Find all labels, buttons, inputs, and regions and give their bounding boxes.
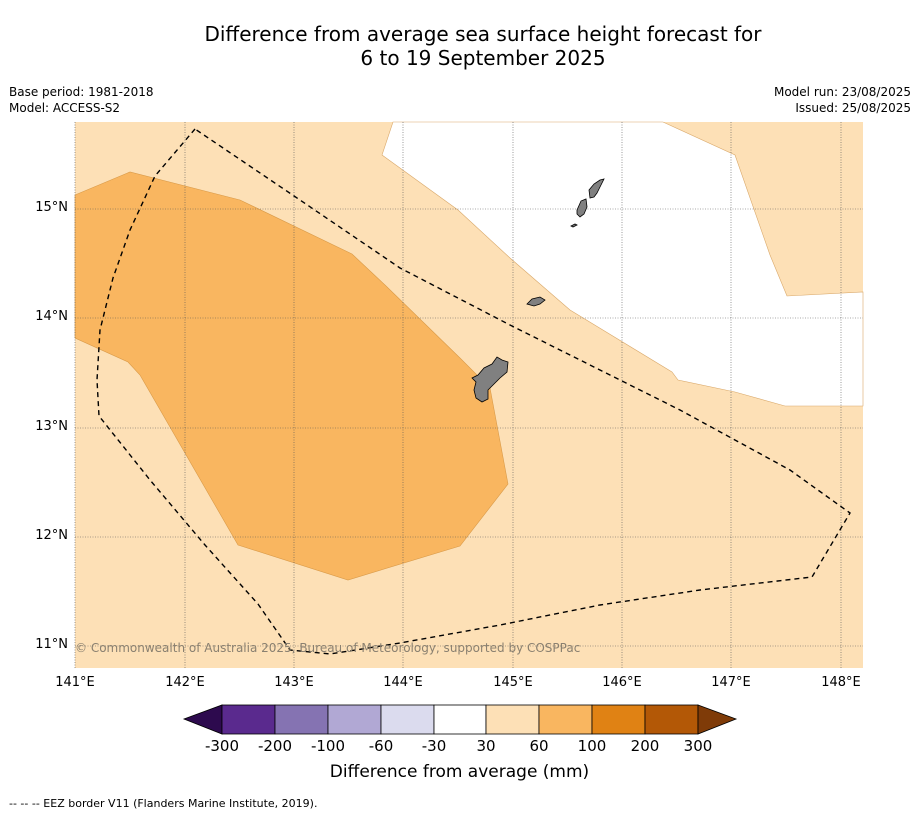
lat-label-11n: 11°N <box>35 637 68 652</box>
title-line-1: Difference from average sea surface heig… <box>204 22 762 46</box>
colorbar-label: 100 <box>577 737 607 755</box>
eez-border <box>96 128 851 655</box>
eez-legend-note: -- -- -- EEZ border V11 (Flanders Marine… <box>9 797 318 810</box>
lon-label-142e: 142°E <box>165 675 205 690</box>
colorbar-swatch <box>538 704 593 735</box>
colorbar-swatch <box>380 704 435 735</box>
colorbar-label: -300 <box>204 737 240 755</box>
colorbar-extend-high <box>697 704 738 735</box>
lon-label-146e: 146°E <box>602 675 642 690</box>
colorbar-label: 200 <box>630 737 660 755</box>
gridlines <box>74 122 863 668</box>
neutral-region <box>381 121 864 407</box>
colorbar-swatch <box>433 704 487 735</box>
saipan-island <box>588 178 605 199</box>
copyright-notice: © Commonwealth of Australia 2025, Bureau… <box>75 641 581 655</box>
tinian-island <box>576 198 588 218</box>
land-islands <box>471 178 605 403</box>
meta-right: Model run: 23/08/2025 Issued: 25/08/2025 <box>774 84 911 116</box>
aguijan-island <box>570 223 578 228</box>
colorbar-label: 300 <box>683 737 713 755</box>
colorbar <box>182 704 738 735</box>
lat-label-12n: 12°N <box>35 528 68 543</box>
colorbar-label: 30 <box>476 737 496 755</box>
colorbar-label: -30 <box>421 737 447 755</box>
colorbar-swatch <box>591 704 646 735</box>
colorbar-swatch <box>485 704 540 735</box>
colorbar-title: Difference from average (mm) <box>329 762 590 782</box>
base-period: Base period: 1981-2018 <box>9 85 154 99</box>
lon-label-148e: 148°E <box>821 675 861 690</box>
colorbar-extend-low <box>182 704 223 735</box>
colorbar-label: -200 <box>257 737 293 755</box>
lon-label-145e: 145°E <box>493 675 533 690</box>
colorbar-swatch <box>221 704 276 735</box>
lon-label-144e: 144°E <box>383 675 423 690</box>
lat-label-13n: 13°N <box>35 419 68 434</box>
chart-title: Difference from average sea surface heig… <box>0 22 919 70</box>
model-name: Model: ACCESS-S2 <box>9 101 121 115</box>
rota-island <box>526 296 546 307</box>
lat-label-14n: 14°N <box>35 309 68 324</box>
model-run: Model run: 23/08/2025 <box>773 85 911 99</box>
band-60-100-region <box>74 171 509 581</box>
colorbar-label: -60 <box>368 737 394 755</box>
issued-date: Issued: 25/08/2025 <box>795 101 911 115</box>
colorbar-label: 60 <box>529 737 549 755</box>
title-line-2: 6 to 19 September 2025 <box>360 46 606 70</box>
colorbar-swatch <box>644 704 699 735</box>
lat-label-15n: 15°N <box>35 200 68 215</box>
colorbar-swatch <box>274 704 329 735</box>
lon-label-141e: 141°E <box>55 675 95 690</box>
meta-left: Base period: 1981-2018 Model: ACCESS-S2 <box>9 84 154 116</box>
lon-label-147e: 147°E <box>711 675 751 690</box>
lon-label-143e: 143°E <box>274 675 314 690</box>
guam-island <box>471 356 509 403</box>
colorbar-label: -100 <box>310 737 346 755</box>
colorbar-swatch <box>327 704 382 735</box>
